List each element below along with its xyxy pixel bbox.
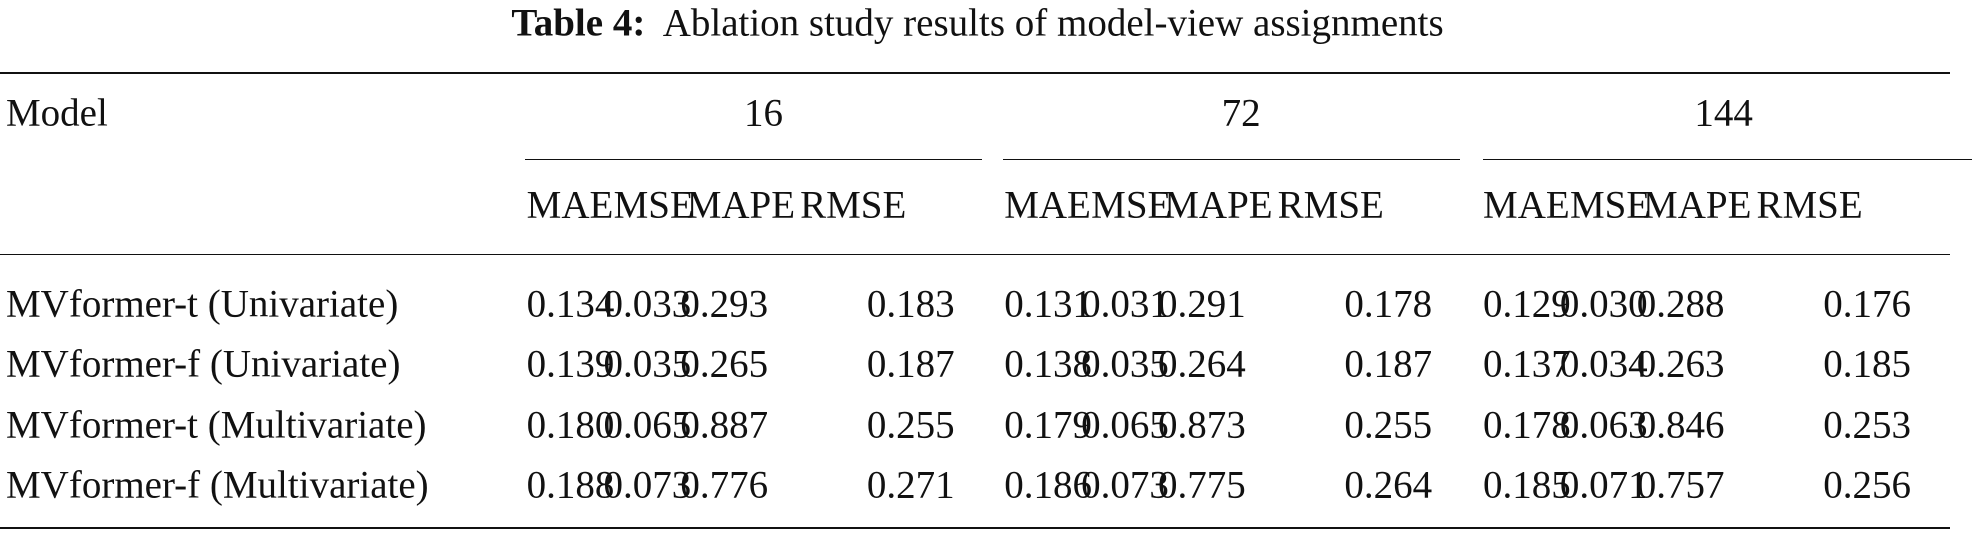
metric-header: RMSE (800, 183, 907, 227)
cell-value: 0.180 (526, 403, 615, 447)
cell-value: 0.185 (1483, 463, 1571, 507)
model-name: MVformer-t (Univariate) (6, 282, 399, 326)
cell-value: 0.178 (1483, 403, 1571, 447)
group-header: 72 (1221, 91, 1261, 135)
caption: Table 4: Ablation study results of model… (0, 4, 1955, 43)
cell-value: 0.757 (1636, 463, 1725, 507)
cell-value: 0.288 (1636, 282, 1725, 326)
metric-header: MSE (613, 183, 694, 227)
model-header: Model (6, 91, 108, 135)
cell-value: 0.271 (866, 463, 955, 507)
cell-value: 0.138 (1004, 342, 1092, 386)
metric-header: MAE (526, 183, 614, 227)
cell-value: 0.253 (1823, 403, 1911, 447)
cell-value: 0.031 (1081, 282, 1169, 326)
metric-header: RMSE (1277, 183, 1384, 227)
cell-value: 0.131 (1004, 282, 1092, 326)
group-rule (1483, 158, 1972, 160)
cell-value: 0.137 (1483, 342, 1571, 386)
model-name: MVformer-f (Multivariate) (6, 463, 429, 507)
metric-header: RMSE (1756, 183, 1863, 227)
cell-value: 0.256 (1823, 463, 1911, 507)
cell-value: 0.179 (1004, 403, 1092, 447)
cell-value: 0.187 (866, 342, 955, 386)
cell-value: 0.264 (1344, 463, 1433, 507)
cell-value: 0.293 (680, 282, 769, 326)
cell-value: 0.034 (1559, 342, 1648, 386)
cell-value: 0.846 (1636, 403, 1725, 447)
metric-header: MAPE (686, 183, 796, 227)
caption-text: Ablation study results of model-view ass… (662, 1, 1444, 45)
cell-value: 0.183 (866, 282, 955, 326)
caption-label: Table 4: (511, 1, 646, 45)
cell-value: 0.186 (1004, 463, 1092, 507)
cell-value: 0.776 (680, 463, 769, 507)
cell-value: 0.873 (1157, 403, 1246, 447)
cell-value: 0.176 (1823, 282, 1911, 326)
metric-header: MAE (1004, 183, 1091, 227)
cell-value: 0.033 (603, 282, 692, 326)
model-name: MVformer-f (Univariate) (6, 342, 401, 386)
group-header: 144 (1694, 91, 1753, 135)
cell-value: 0.887 (680, 403, 769, 447)
mid-rule (0, 254, 1950, 255)
cell-value: 0.129 (1483, 282, 1571, 326)
group-header: 16 (744, 91, 784, 135)
cell-value: 0.065 (603, 403, 692, 447)
cell-value: 0.035 (603, 342, 692, 386)
cell-value: 0.291 (1157, 282, 1246, 326)
cell-value: 0.139 (526, 342, 615, 386)
cell-value: 0.775 (1157, 463, 1246, 507)
group-rule (525, 158, 982, 160)
cell-value: 0.035 (1081, 342, 1169, 386)
top-rule (0, 72, 1950, 74)
cell-value: 0.073 (1081, 463, 1169, 507)
cell-value: 0.265 (680, 342, 769, 386)
cell-value: 0.134 (526, 282, 615, 326)
cell-value: 0.178 (1344, 282, 1433, 326)
cell-value: 0.187 (1344, 342, 1433, 386)
cell-value: 0.065 (1081, 403, 1169, 447)
cell-value: 0.255 (1344, 403, 1433, 447)
metric-header: MSE (1569, 183, 1651, 227)
cell-value: 0.071 (1559, 463, 1648, 507)
metric-header: MAE (1483, 183, 1570, 227)
group-rule (1002, 158, 1461, 160)
cell-value: 0.264 (1157, 342, 1246, 386)
metric-header: MAPE (1643, 183, 1752, 227)
cell-value: 0.030 (1559, 282, 1648, 326)
cell-value: 0.255 (866, 403, 955, 447)
cell-value: 0.263 (1636, 342, 1725, 386)
metric-header: MAPE (1164, 183, 1273, 227)
model-name: MVformer-t (Multivariate) (6, 403, 427, 447)
cell-value: 0.185 (1823, 342, 1911, 386)
cell-value: 0.188 (526, 463, 615, 507)
bottom-rule (0, 527, 1950, 529)
cell-value: 0.063 (1559, 403, 1648, 447)
metric-header: MSE (1091, 183, 1172, 227)
cell-value: 0.073 (603, 463, 692, 507)
